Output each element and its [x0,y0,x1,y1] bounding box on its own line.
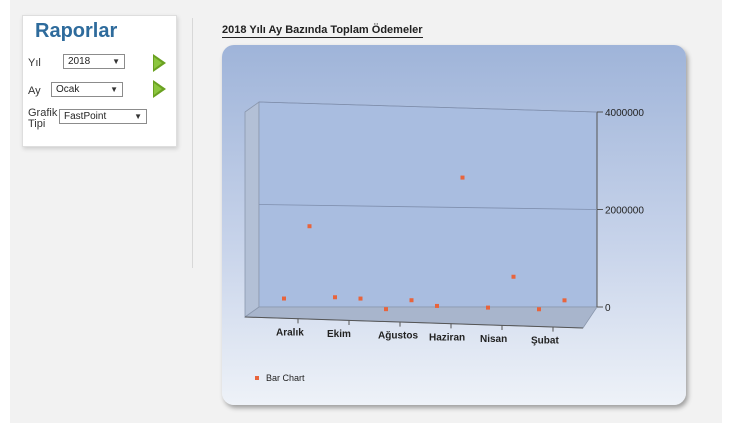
data-point [435,303,439,308]
vertical-divider [192,18,193,268]
grid-line [258,101,598,113]
x-tick-label: Ağustos [378,331,418,342]
chart-type-select[interactable]: FastPoint ▼ [59,109,147,124]
data-point [282,296,286,301]
year-go-button[interactable] [153,54,166,72]
year-select-value: 2018 [68,56,91,67]
x-axis-line [244,316,584,329]
data-point [333,295,337,300]
data-point [307,224,312,229]
year-select[interactable]: 2018 ▼ [63,54,125,69]
reports-title: Raporlar [35,20,118,42]
data-point [486,305,490,310]
data-point [358,296,363,301]
year-label: Yıl [28,57,41,69]
x-tick-label: Haziran [429,332,465,343]
month-go-button[interactable] [153,80,166,98]
reports-panel: Raporlar Yıl 2018 ▼ Ay Ocak ▼ Grafik Tip… [22,15,177,147]
chart-back-wall [258,101,598,308]
chevron-down-icon: ▼ [112,57,120,66]
chart-left-wall [244,101,260,318]
legend-label: Bar Chart [266,373,305,383]
month-select[interactable]: Ocak ▼ [51,82,123,97]
month-label: Ay [28,85,41,97]
y-tick-label: 2000000 [605,206,644,217]
data-point [537,307,541,312]
grid-line [258,204,598,210]
data-point [384,307,388,312]
x-tick-label: Ekim [327,329,351,340]
data-point [409,298,414,303]
legend-marker [255,376,259,380]
chevron-down-icon: ▼ [110,85,118,94]
chart-floor [243,306,598,329]
y-tick-label: 0 [605,303,611,314]
month-select-value: Ocak [56,84,80,95]
chart-type-label-line2: Tipi [28,118,46,130]
x-tick-label: Şubat [531,336,559,347]
chart-type-select-value: FastPoint [64,111,107,122]
scatter-chart: Aralık Ekim Ağustos Haziran Nisan Şubat 40000… [243,101,644,383]
x-tick-label: Nisan [480,334,507,345]
data-point [511,274,516,279]
chart-title: 2018 Yılı Ay Bazında Toplam Ödemeler [222,24,423,38]
data-point [562,298,567,303]
chart-panel: Aralık Ekim Ağustos Haziran Nisan Şubat 40000… [222,45,686,405]
data-point [460,175,465,180]
chevron-down-icon: ▼ [134,112,142,121]
x-tick-label: Aralık [276,327,304,338]
chart-type-label-line1: Grafik [28,107,58,119]
y-tick-label: 4000000 [605,108,644,119]
